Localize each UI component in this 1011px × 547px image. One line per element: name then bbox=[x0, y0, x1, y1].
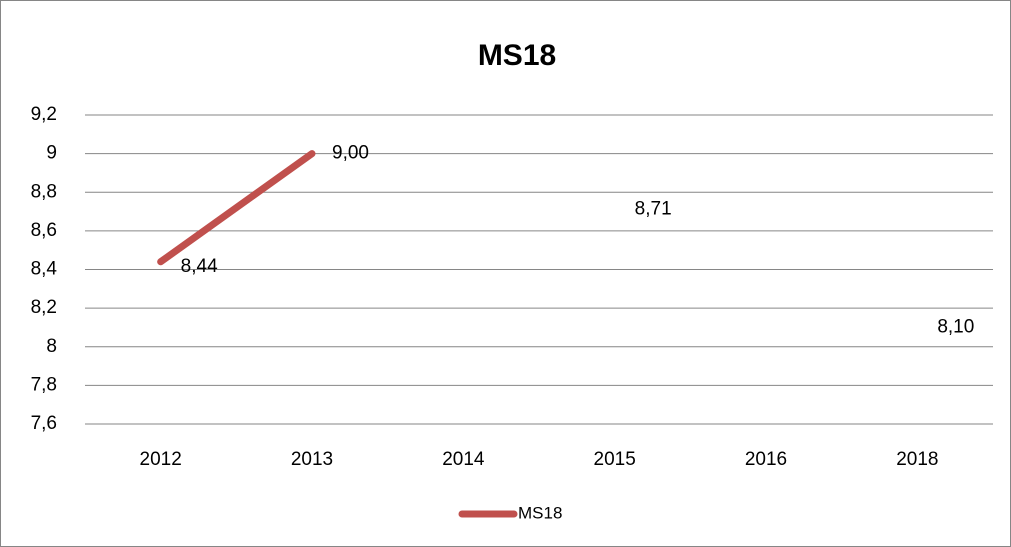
x-tick-label: 2015 bbox=[594, 449, 636, 470]
data-label: 8,10 bbox=[937, 316, 974, 337]
x-tick-label: 2018 bbox=[896, 449, 938, 470]
x-tick-label: 2014 bbox=[442, 449, 485, 470]
y-tick-label: 8 bbox=[46, 336, 57, 357]
y-tick-label: 7,6 bbox=[31, 413, 57, 434]
y-tick-label: 7,8 bbox=[31, 374, 57, 395]
x-tick-label: 2012 bbox=[140, 449, 182, 470]
data-label: 8,71 bbox=[635, 199, 672, 220]
data-label: 8,44 bbox=[181, 256, 218, 277]
x-tick-label: 2013 bbox=[291, 449, 333, 470]
chart-title: MS18 bbox=[478, 39, 556, 72]
y-tick-label: 8,6 bbox=[31, 220, 57, 241]
x-tick-label: 2016 bbox=[745, 449, 787, 470]
data-label: 9,00 bbox=[332, 143, 369, 164]
y-tick-label: 8,8 bbox=[31, 181, 57, 202]
y-tick-label: 8,4 bbox=[31, 259, 58, 280]
legend-label: MS18 bbox=[518, 503, 562, 522]
y-tick-label: 9,2 bbox=[31, 104, 57, 125]
y-tick-label: 8,2 bbox=[31, 297, 57, 318]
y-tick-label: 9 bbox=[46, 143, 57, 164]
